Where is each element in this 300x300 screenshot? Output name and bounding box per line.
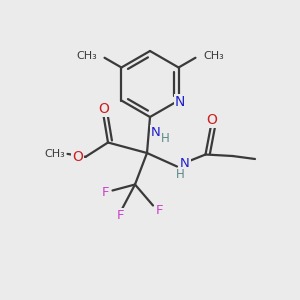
- Text: F: F: [156, 203, 164, 217]
- Text: O: O: [206, 113, 217, 127]
- Text: CH₃: CH₃: [44, 149, 65, 159]
- Text: F: F: [116, 209, 124, 222]
- Text: H: H: [160, 131, 169, 145]
- Text: H: H: [176, 168, 185, 182]
- Text: N: N: [151, 126, 161, 139]
- Text: O: O: [98, 102, 109, 116]
- Text: CH₃: CH₃: [76, 51, 97, 61]
- Text: F: F: [102, 185, 110, 199]
- Text: N: N: [180, 157, 190, 170]
- Text: O: O: [72, 150, 83, 164]
- Text: CH₃: CH₃: [203, 51, 224, 61]
- Text: N: N: [175, 95, 185, 109]
